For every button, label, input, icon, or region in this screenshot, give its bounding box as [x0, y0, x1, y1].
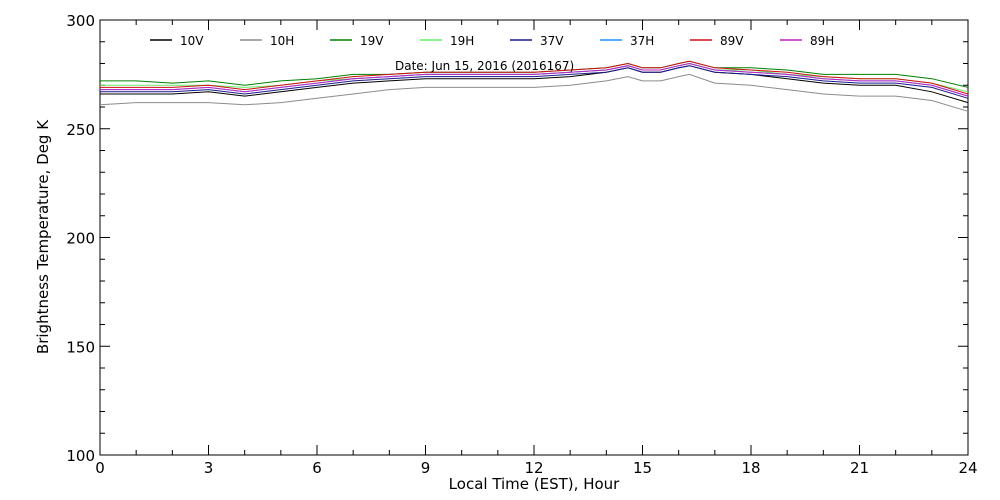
- legend-label-19v: 19V: [360, 34, 384, 48]
- x-tick-label: 15: [633, 459, 652, 477]
- legend-label-89v: 89V: [720, 34, 744, 48]
- legend-label-10h: 10H: [270, 34, 294, 48]
- x-tick-label: 3: [204, 459, 214, 477]
- y-tick-label: 250: [66, 121, 95, 139]
- legend: 10V 10H 19V 19H 37V 37H 89V 89H: [150, 34, 834, 48]
- x-tick-label: 0: [95, 459, 105, 477]
- legend-label-10v: 10V: [180, 34, 204, 48]
- legend-label-37v: 37V: [540, 34, 564, 48]
- date-annotation: Date: Jun 15, 2016 (2016167): [395, 59, 574, 73]
- legend-label-37h: 37H: [630, 34, 654, 48]
- x-tick-label: 24: [958, 459, 977, 477]
- x-tick-label: 18: [741, 459, 760, 477]
- legend-label-89h: 89H: [810, 34, 834, 48]
- y-axis-title: Brightness Temperature, Deg K: [34, 119, 52, 354]
- legend-label-19h: 19H: [450, 34, 474, 48]
- x-tick-label: 9: [421, 459, 431, 477]
- x-tick-label: 6: [312, 459, 322, 477]
- y-tick-label: 150: [66, 338, 95, 356]
- y-tick-label: 100: [66, 447, 95, 465]
- x-tick-label: 21: [850, 459, 869, 477]
- y-tick-label: 200: [66, 230, 95, 248]
- y-tick-label: 300: [66, 12, 95, 30]
- plot-frame: [100, 20, 968, 455]
- x-axis-title: Local Time (EST), Hour: [449, 475, 620, 493]
